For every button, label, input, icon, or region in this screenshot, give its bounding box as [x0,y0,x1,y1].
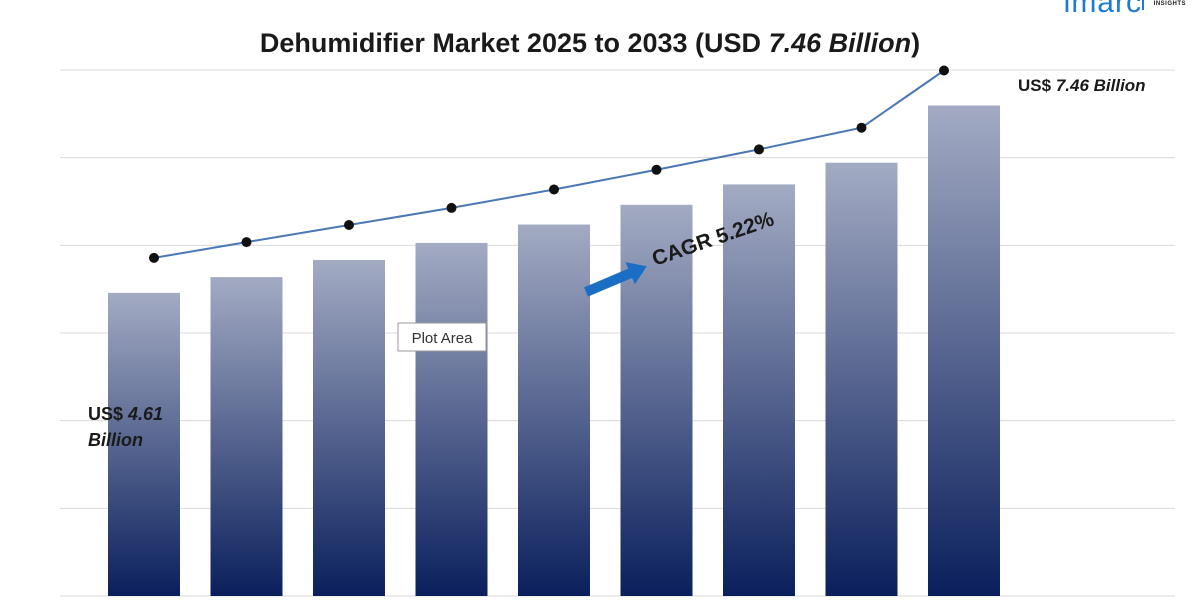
trend-point-2033 [939,65,949,76]
bar-2028 [415,242,488,597]
trend-point-2027 [344,220,354,231]
trend-point-2026 [241,237,252,248]
plot-area-tooltip: Plot Area [397,322,487,352]
trend-point-2032 [856,122,867,133]
brand-logo: imarc [1063,0,1142,19]
bar-2032 [825,162,898,596]
plot-area-tooltip-text: Plot Area [412,330,474,347]
bar-2027 [313,260,385,596]
bar-2025 [108,292,180,596]
end-value-label: US$ 7.46 Billion [1018,76,1146,95]
bar-2031 [723,184,795,596]
bars [108,105,1000,597]
end-value-prefix: US$ [1018,76,1052,95]
cagr-arrow-icon [584,262,647,297]
trend-point-2030 [651,164,662,175]
start-value-number: 4.61 [127,404,163,424]
bar-2026 [210,277,283,596]
title-close: ) [911,28,921,58]
brand-logo-divider [1142,0,1144,10]
trend-point-2029 [549,184,559,195]
brand-tagline: INSIGHTS [1153,1,1186,7]
title-main: Dehumidifier Market 2025 to 2033 (USD [259,28,769,58]
bar-2033 [928,105,1000,596]
title-value: 7.46 Billion [768,28,912,58]
bar-2029 [518,224,590,596]
chart-title: Dehumidifier Market 2025 to 2033 (USD 7.… [0,28,1180,59]
trend-point-2031 [754,144,764,155]
trend-point-2025 [149,252,159,263]
start-value-prefix: US$ [88,404,123,424]
trend-point-2028 [446,202,457,213]
trend-line-group [149,65,949,263]
start-value-label: US$ 4.61 [88,404,163,424]
start-value-unit: Billion [88,430,143,450]
end-value-number: 7.46 Billion [1056,76,1146,95]
